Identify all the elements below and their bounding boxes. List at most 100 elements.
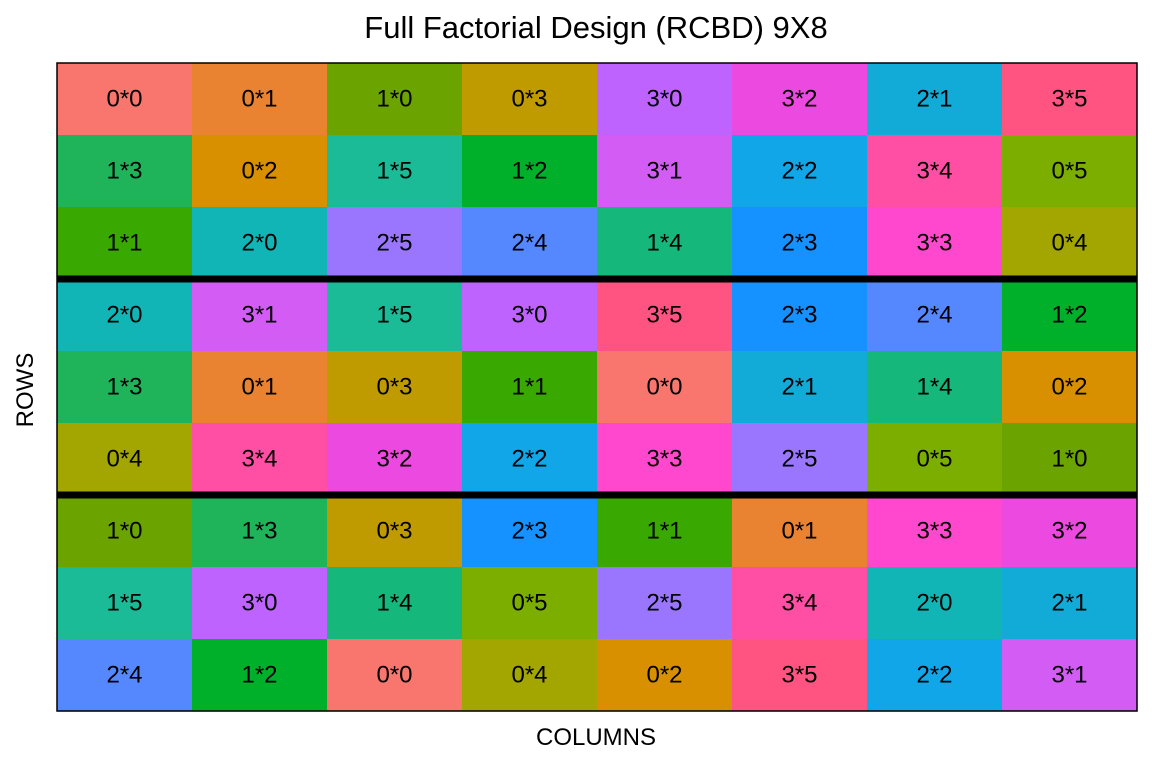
cell-label: 0*4 xyxy=(511,662,547,689)
cell-fill xyxy=(462,423,598,496)
cell-label: 0*0 xyxy=(376,662,412,689)
cell-r7-c5: 1*1 xyxy=(597,495,733,568)
cell-label: 3*5 xyxy=(781,662,817,689)
cell-fill xyxy=(57,495,193,568)
cell-fill xyxy=(192,495,328,568)
cell-label: 0*2 xyxy=(646,662,682,689)
cell-label: 0*1 xyxy=(781,518,817,545)
cell-label: 0*0 xyxy=(106,86,142,113)
cell-r6-c6: 2*5 xyxy=(732,423,868,496)
cell-r6-c2: 3*4 xyxy=(192,423,328,496)
cell-label: 1*1 xyxy=(646,518,682,545)
cell-fill xyxy=(462,567,598,640)
cell-fill xyxy=(597,495,733,568)
cell-fill xyxy=(867,639,1003,712)
cell-label: 1*0 xyxy=(106,518,142,545)
cell-r4-c6: 2*3 xyxy=(732,279,868,352)
cell-fill xyxy=(462,279,598,352)
cell-label: 1*3 xyxy=(106,374,142,401)
cell-label: 2*2 xyxy=(916,662,952,689)
cell-r8-c6: 3*4 xyxy=(732,567,868,640)
cell-label: 0*2 xyxy=(1051,374,1087,401)
cell-label: 2*2 xyxy=(781,158,817,185)
cell-fill xyxy=(597,567,733,640)
cell-r5-c5: 0*0 xyxy=(597,351,733,424)
cell-fill xyxy=(1002,423,1138,496)
cell-label: 3*1 xyxy=(1051,662,1087,689)
cell-r1-c7: 2*1 xyxy=(867,63,1003,136)
cell-r2-c5: 3*1 xyxy=(597,135,733,208)
cell-label: 0*5 xyxy=(916,446,952,473)
cell-label: 3*2 xyxy=(376,446,412,473)
cell-r3-c5: 1*4 xyxy=(597,207,733,280)
cell-fill xyxy=(1002,207,1138,280)
cell-r5-c2: 0*1 xyxy=(192,351,328,424)
cell-fill xyxy=(867,207,1003,280)
cell-r1-c3: 1*0 xyxy=(327,63,463,136)
cell-r6-c5: 3*3 xyxy=(597,423,733,496)
cell-fill xyxy=(867,135,1003,208)
cell-fill xyxy=(327,351,463,424)
cell-fill xyxy=(867,63,1003,136)
cell-label: 1*2 xyxy=(511,158,547,185)
cell-label: 3*5 xyxy=(1051,86,1087,113)
cell-fill xyxy=(192,423,328,496)
cell-label: 0*3 xyxy=(376,374,412,401)
cell-r7-c6: 0*1 xyxy=(732,495,868,568)
cell-r1-c2: 0*1 xyxy=(192,63,328,136)
cell-label: 2*5 xyxy=(646,590,682,617)
cell-label: 2*3 xyxy=(781,230,817,257)
cell-label: 0*4 xyxy=(1051,230,1087,257)
cell-r8-c4: 0*5 xyxy=(462,567,598,640)
cell-label: 1*3 xyxy=(106,158,142,185)
cell-r4-c8: 1*2 xyxy=(1002,279,1138,352)
cell-fill xyxy=(732,495,868,568)
cell-fill xyxy=(57,279,193,352)
cell-fill xyxy=(192,639,328,712)
cell-fill xyxy=(57,567,193,640)
cell-r6-c4: 2*2 xyxy=(462,423,598,496)
cell-fill xyxy=(597,279,733,352)
cell-fill xyxy=(1002,351,1138,424)
cell-label: 1*5 xyxy=(106,590,142,617)
cell-r9-c6: 3*5 xyxy=(732,639,868,712)
cell-fill xyxy=(597,639,733,712)
cell-label: 3*2 xyxy=(1051,518,1087,545)
cell-fill xyxy=(1002,135,1138,208)
cell-label: 1*5 xyxy=(376,302,412,329)
cell-label: 2*3 xyxy=(781,302,817,329)
cell-fill xyxy=(192,207,328,280)
cell-r2-c4: 1*2 xyxy=(462,135,598,208)
cell-fill xyxy=(732,423,868,496)
cell-r9-c1: 2*4 xyxy=(57,639,193,712)
cell-fill xyxy=(327,135,463,208)
cell-fill xyxy=(57,135,193,208)
cell-r8-c1: 1*5 xyxy=(57,567,193,640)
cell-label: 0*4 xyxy=(106,446,142,473)
cell-r9-c8: 3*1 xyxy=(1002,639,1138,712)
cell-label: 2*0 xyxy=(241,230,277,257)
cell-label: 3*0 xyxy=(646,86,682,113)
cell-fill xyxy=(192,63,328,136)
cell-r2-c6: 2*2 xyxy=(732,135,868,208)
cell-r9-c2: 1*2 xyxy=(192,639,328,712)
cell-r6-c7: 0*5 xyxy=(867,423,1003,496)
cell-label: 3*1 xyxy=(241,302,277,329)
cell-fill xyxy=(732,351,868,424)
cell-fill xyxy=(327,63,463,136)
cell-fill xyxy=(327,567,463,640)
cell-r5-c6: 2*1 xyxy=(732,351,868,424)
cell-r7-c7: 3*3 xyxy=(867,495,1003,568)
cell-label: 2*4 xyxy=(106,662,142,689)
cell-fill xyxy=(732,135,868,208)
cell-label: 3*3 xyxy=(916,518,952,545)
cell-r3-c4: 2*4 xyxy=(462,207,598,280)
cell-fill xyxy=(732,279,868,352)
cell-label: 0*0 xyxy=(646,374,682,401)
cell-fill xyxy=(327,423,463,496)
cell-r2-c8: 0*5 xyxy=(1002,135,1138,208)
cell-r2-c2: 0*2 xyxy=(192,135,328,208)
cell-fill xyxy=(462,63,598,136)
cell-fill xyxy=(462,495,598,568)
cell-r1-c4: 0*3 xyxy=(462,63,598,136)
